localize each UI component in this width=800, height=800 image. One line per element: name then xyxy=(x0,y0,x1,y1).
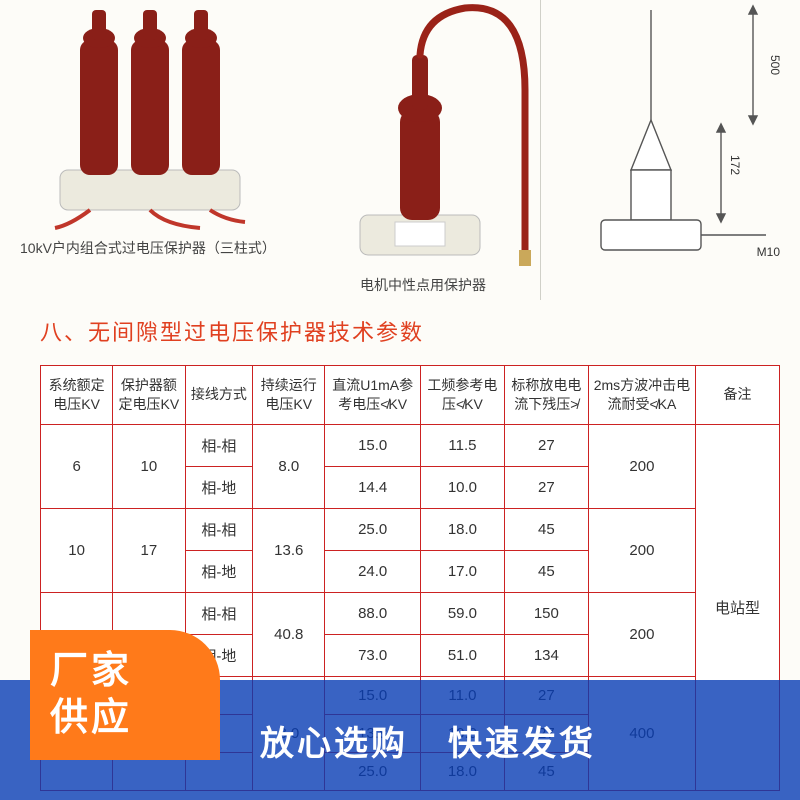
th-pf: 工频参考电压≮KV xyxy=(420,366,504,425)
caption-mid: 电机中性点用保护器 xyxy=(360,275,486,295)
dim-500: 500 xyxy=(768,55,782,75)
cell: 8.0 xyxy=(253,424,325,508)
dim-172: 172 xyxy=(728,155,742,175)
cell: 11.5 xyxy=(420,424,504,466)
product-neutral-protector xyxy=(300,0,540,300)
th-rated: 保护器额定电压KV xyxy=(113,366,185,425)
cell: 40.8 xyxy=(253,592,325,676)
cell: 25.0 xyxy=(325,508,421,550)
section-title: 八、无间隙型过电压保护器技术参数 xyxy=(40,315,424,347)
cell: 10 xyxy=(113,424,185,508)
table-row: 相-相 40.8 88.0 59.0 150 200 xyxy=(41,592,780,634)
th-wave: 2ms方波冲击电流耐受≮KA xyxy=(588,366,695,425)
cell: 14.4 xyxy=(325,466,421,508)
page-root: 10kV户内组合式过电压保护器（三柱式） xyxy=(0,0,800,800)
cell: 200 xyxy=(588,592,695,676)
cell: 45 xyxy=(504,508,588,550)
cell: 13.6 xyxy=(253,508,325,592)
table-row: 6 10 相-相 8.0 15.0 11.5 27 200 电站型 xyxy=(41,424,780,466)
th-wire: 接线方式 xyxy=(185,366,253,425)
cell: 相-地 xyxy=(185,550,253,592)
cell: 88.0 xyxy=(325,592,421,634)
th-sys: 系统额定电压KV xyxy=(41,366,113,425)
cell: 24.0 xyxy=(325,550,421,592)
th-dc: 直流U1mA参考电压≮KV xyxy=(325,366,421,425)
th-cont: 持续运行电压KV xyxy=(253,366,325,425)
cell: 200 xyxy=(588,424,695,508)
badge-line2: 供应 xyxy=(50,695,220,743)
cell: 17.0 xyxy=(420,550,504,592)
promo-slogan: 放心选购 快速发货 xyxy=(260,716,596,765)
table-header-row: 系统额定电压KV 保护器额定电压KV 接线方式 持续运行电压KV 直流U1mA参… xyxy=(41,366,780,425)
cell: 相-相 xyxy=(185,508,253,550)
cell: 6 xyxy=(41,424,113,508)
slogan-left: 放心选购 xyxy=(260,716,408,765)
th-res: 标称放电电流下残压≯ xyxy=(504,366,588,425)
cell: 73.0 xyxy=(325,634,421,676)
cell: 134 xyxy=(504,634,588,676)
product-row: 10kV户内组合式过电压保护器（三柱式） xyxy=(0,0,800,300)
cell: 27 xyxy=(504,466,588,508)
cell: 17 xyxy=(113,508,185,592)
caption-left: 10kV户内组合式过电压保护器（三柱式） xyxy=(20,238,276,258)
promo-badge: 厂家 供应 xyxy=(30,630,220,760)
product-dimension-diagram: 500 172 M10 xyxy=(540,0,800,300)
cell: 15.0 xyxy=(325,424,421,466)
cell: 18.0 xyxy=(420,508,504,550)
cell: 200 xyxy=(588,508,695,592)
cell: 45 xyxy=(504,550,588,592)
cell: 10.0 xyxy=(420,466,504,508)
badge-line1: 厂家 xyxy=(50,648,220,696)
table-row: 10 17 相-相 13.6 25.0 18.0 45 200 xyxy=(41,508,780,550)
cell: 相-地 xyxy=(185,466,253,508)
slogan-right: 快速发货 xyxy=(448,716,596,765)
three-column-arrester-illustration xyxy=(50,10,250,230)
th-note: 备注 xyxy=(696,366,780,425)
neutral-protector-illustration xyxy=(300,0,540,270)
cell: 相-相 xyxy=(185,592,253,634)
product-three-column: 10kV户内组合式过电压保护器（三柱式） xyxy=(0,0,300,300)
cell: 相-相 xyxy=(185,424,253,466)
cell: 10 xyxy=(41,508,113,592)
cell: 150 xyxy=(504,592,588,634)
cell: 51.0 xyxy=(420,634,504,676)
cell: 59.0 xyxy=(420,592,504,634)
dim-m10: M10 xyxy=(757,245,780,259)
cell: 27 xyxy=(504,424,588,466)
